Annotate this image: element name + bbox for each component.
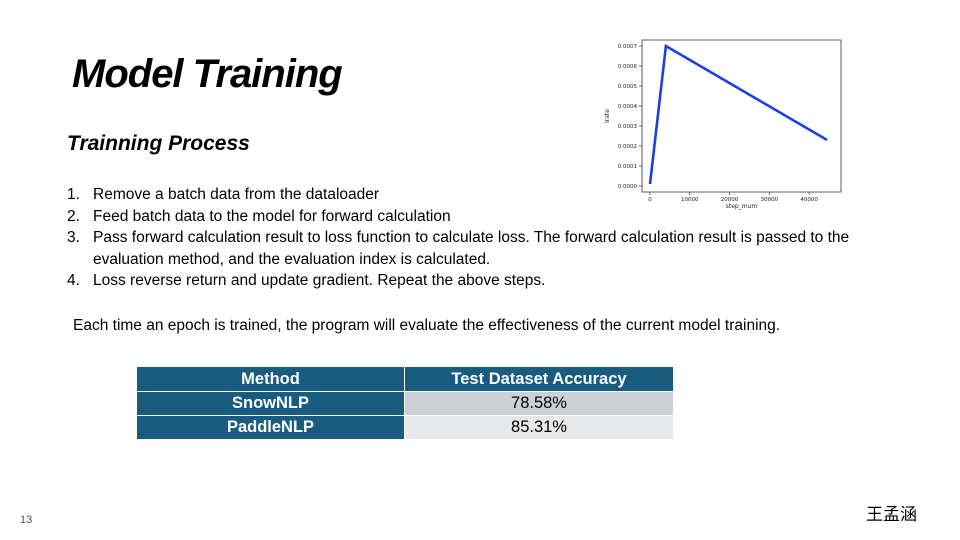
y-tick-label: 0.0005	[618, 84, 638, 90]
accuracy-table: Method Test Dataset Accuracy SnowNLP 78.…	[136, 366, 674, 440]
y-tick-label: 0.0003	[618, 124, 638, 130]
step-text: Remove a batch data from the dataloader	[93, 186, 380, 203]
y-axis-label: lrate	[604, 109, 611, 123]
method-cell: PaddleNLP	[136, 415, 405, 440]
step-item: 4. Loss reverse return and update gradien…	[67, 270, 867, 292]
page-number: 13	[20, 514, 33, 526]
author-name: 王孟涵	[866, 505, 917, 525]
plot-frame	[641, 39, 842, 193]
x-axis-label: step_mum	[726, 203, 758, 210]
step-number: 3.	[67, 229, 80, 246]
accuracy-cell: 85.31%	[404, 415, 674, 440]
step-number: 2.	[67, 207, 80, 225]
step-number: 1.	[67, 186, 80, 203]
method-cell: SnowNLP	[136, 391, 405, 416]
x-tick-label: 20000	[721, 197, 739, 203]
step-item: 1. Remove a batch data from the dataloade…	[67, 184, 867, 206]
step-item: 2. Feed batch data to the model for forwa…	[67, 206, 867, 228]
y-tick-label: 0.0002	[618, 144, 637, 150]
step-item: 3. Pass forward calculation result to los…	[67, 227, 867, 270]
table-header-row: Method Test Dataset Accuracy	[136, 366, 674, 392]
steps-list: 1. Remove a batch data from the dataloade…	[67, 184, 867, 292]
step-text: Loss reverse return and update gradient.…	[93, 272, 546, 289]
x-tick-label: 10000	[681, 197, 699, 203]
summary-text: Each time an epoch is trained, the progr…	[73, 317, 781, 334]
y-tick-label: 0.0000	[618, 184, 638, 190]
series-line	[648, 43, 828, 185]
step-text: Pass forward calculation result to loss …	[93, 229, 850, 268]
accuracy-cell: 78.58%	[404, 391, 674, 416]
x-tick-label: 0	[648, 197, 652, 203]
y-tick-label: 0.0006	[618, 64, 638, 70]
header-method: Method	[136, 366, 405, 392]
x-tick-label: 30000	[761, 197, 779, 203]
x-tick-label: 40000	[800, 197, 818, 203]
y-tick-label: 0.0001	[618, 164, 637, 170]
header-accuracy: Test Dataset Accuracy	[404, 366, 674, 392]
slide-title: Model Training	[72, 52, 343, 96]
y-tick-label: 0.0007	[618, 44, 638, 50]
section-subtitle: Trainning Process	[67, 132, 250, 155]
y-tick-label: 0.0004	[618, 104, 638, 110]
step-text: Feed batch data to the model for forward…	[93, 207, 451, 225]
table-row: SnowNLP 78.58%	[136, 391, 674, 416]
step-number: 4.	[67, 272, 80, 289]
learning-rate-chart: 0 10000 20000 30000 40000 0.0000 0.0001 0.0002 0…	[598, 34, 848, 214]
table-row: PaddleNLP 85.31%	[136, 415, 674, 440]
